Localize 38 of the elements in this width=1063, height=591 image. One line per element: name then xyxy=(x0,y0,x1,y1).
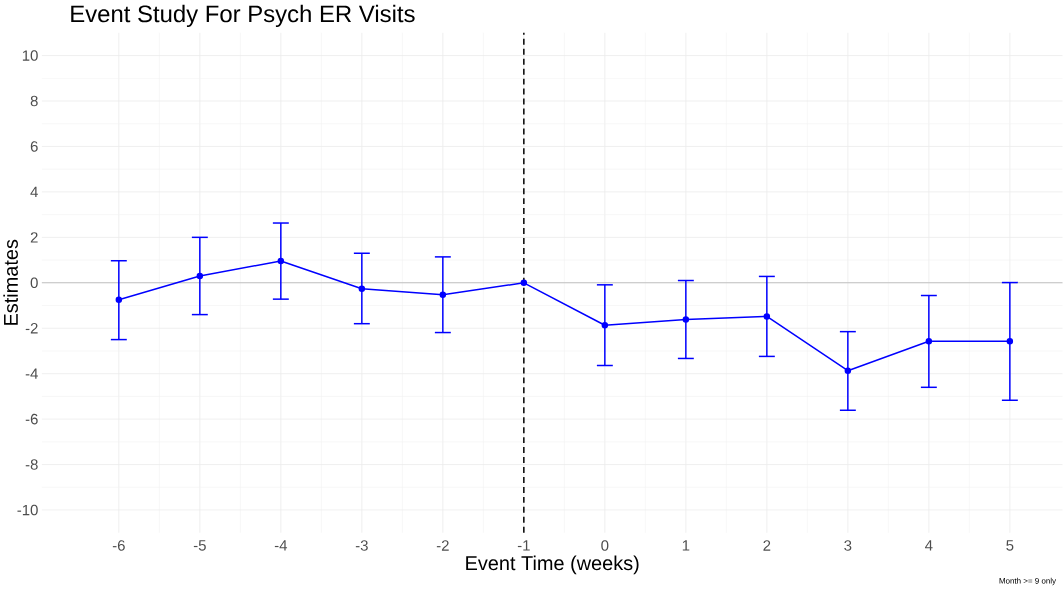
y-tick-label: -4 xyxy=(25,368,38,379)
y-axis-title: Estimates xyxy=(3,239,18,325)
point xyxy=(115,296,123,303)
x-tick-label: 4 xyxy=(925,539,933,551)
point xyxy=(439,291,447,298)
point xyxy=(601,321,609,329)
x-tick-label: -5 xyxy=(193,539,206,551)
x-tick-label: 1 xyxy=(682,539,690,551)
point xyxy=(196,272,204,279)
chart-title: Event Study For Psych ER Visits xyxy=(71,4,415,27)
x-tick-label: 2 xyxy=(763,539,771,551)
y-tick-label: -10 xyxy=(17,504,38,516)
y-tick-label: -2 xyxy=(25,322,38,334)
point xyxy=(520,279,528,286)
y-tick-label: 6 xyxy=(30,140,38,152)
point xyxy=(358,285,366,292)
point xyxy=(277,257,285,264)
x-axis-title: Event Time (weeks) xyxy=(466,555,639,574)
x-tick-label: 0 xyxy=(601,539,609,551)
x-tick-label: 5 xyxy=(1006,539,1014,551)
point xyxy=(682,316,690,323)
x-tick-label: -2 xyxy=(436,539,449,551)
point xyxy=(925,337,933,345)
x-tick-label: -3 xyxy=(355,539,368,551)
y-tick-label: -8 xyxy=(25,459,38,470)
x-tick-label: -6 xyxy=(112,539,125,551)
y-tick-label: 10 xyxy=(22,50,38,61)
x-tick-label: -1 xyxy=(517,539,530,551)
y-tick-label: 2 xyxy=(30,231,38,243)
y-tick-label: -6 xyxy=(25,413,38,425)
y-tick-label: 8 xyxy=(30,95,38,107)
y-tick-label: 4 xyxy=(30,186,38,197)
x-tick-label: -4 xyxy=(274,539,288,551)
point xyxy=(844,367,852,374)
point xyxy=(763,312,771,320)
x-tick-label: 3 xyxy=(844,539,852,551)
y-tick-label: 0 xyxy=(30,277,38,288)
point xyxy=(1006,337,1014,345)
